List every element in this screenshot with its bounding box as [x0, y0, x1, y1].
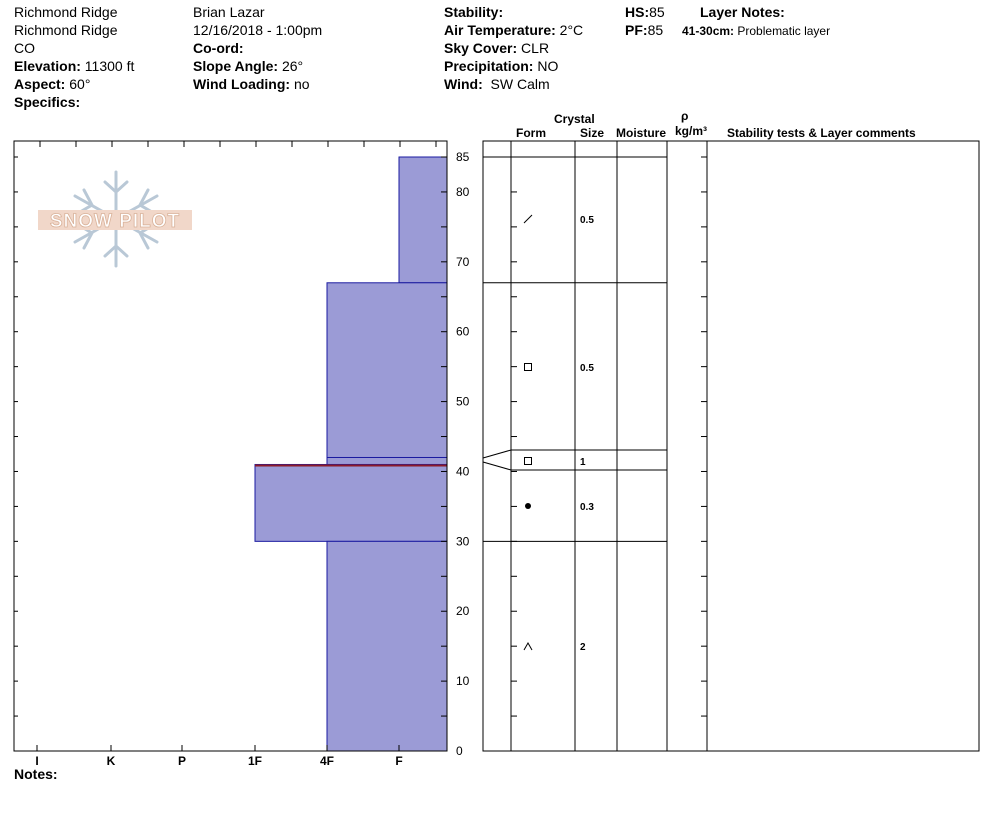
crystal-size-label: 1 — [580, 457, 586, 468]
location-name: Richmond Ridge — [14, 4, 118, 20]
slope-value: 26° — [281, 58, 304, 74]
slope-label: Slope Angle: — [193, 58, 279, 74]
pf-value: 85 — [647, 22, 664, 38]
hardness-tick-label: 1F — [248, 754, 262, 768]
hardness-layer-bar — [326, 540, 448, 752]
sky-label: Sky Cover: — [444, 40, 518, 56]
specifics-label: Specifics: — [14, 94, 81, 110]
elevation-label: Elevation: — [14, 58, 81, 74]
elevation: Elevation: 11300 ft — [14, 57, 134, 75]
rounded-grain-icon — [525, 503, 531, 509]
form-header: Form — [516, 126, 546, 140]
size-header: Size — [580, 126, 605, 140]
moisture-header: Moisture — [616, 126, 667, 140]
depth-tick-label: 40 — [456, 464, 470, 478]
logo-banner — [38, 210, 192, 230]
faceted-crystal-icon — [524, 457, 532, 465]
observation-datetime: 12/16/2018 - 1:00pm — [193, 22, 323, 38]
wind-value: SW Calm — [490, 76, 550, 92]
hardness-layer-bar — [326, 282, 448, 458]
hs-label: HS: — [625, 4, 650, 20]
air-temp-label: Air Temperature: — [444, 22, 556, 38]
hardness-tick-label: F — [395, 754, 402, 768]
depth-tick-label: 0 — [456, 744, 463, 758]
rho-header: ρ — [681, 109, 689, 123]
observer-name: Brian Lazar — [193, 4, 265, 20]
wind-loading: Wind Loading: no — [193, 75, 310, 93]
layer-notes-label: Layer Notes: — [700, 4, 785, 20]
layer-connector — [482, 449, 512, 459]
air-temp-value: 2°C — [559, 22, 584, 38]
wind-label: Wind: — [444, 76, 483, 92]
hardness-chart-frame — [13, 140, 448, 752]
crystal-size-label: 0.5 — [580, 215, 594, 226]
layer-note: 41-30cm: Problematic layer — [682, 22, 830, 40]
snow-height: HS:85 — [625, 3, 665, 21]
precip-value: NO — [537, 58, 559, 74]
slope-angle: Slope Angle: 26° — [193, 57, 303, 75]
aspect-label: Aspect: — [14, 76, 66, 92]
depth-tick-label: 50 — [456, 395, 470, 409]
precipitation-particles-icon — [523, 214, 533, 224]
precip-label: Precipitation: — [444, 58, 534, 74]
depth-tick-label: 30 — [456, 534, 470, 548]
hardness-tick-label: I — [35, 754, 38, 768]
depth-tick-label: 70 — [456, 255, 470, 269]
table-column-dividers — [510, 141, 708, 751]
hardness-tick-label: K — [107, 754, 116, 768]
crystal-size-label: 2 — [580, 642, 586, 653]
penetration-foot: PF:85 — [625, 21, 663, 39]
sky-cover: Sky Cover: CLR — [444, 39, 549, 57]
depth-tick-label: 80 — [456, 185, 470, 199]
state: CO — [14, 40, 35, 56]
depth-tick-label: 20 — [456, 604, 470, 618]
aspect-value: 60° — [69, 76, 91, 92]
coord-label: Co-ord: — [193, 40, 244, 56]
hardness-layer-bar — [398, 156, 448, 284]
hardness-tick-label: P — [178, 754, 186, 768]
layer-note-text: Problematic layer — [737, 24, 831, 38]
pf-label: PF: — [625, 22, 648, 38]
air-temperature: Air Temperature: 2°C — [444, 21, 583, 39]
hardness-layer-bar — [326, 456, 448, 465]
logo-text: SNOW PILOT — [50, 211, 180, 232]
profile-table-frame — [482, 140, 980, 752]
notes-label: Notes: — [14, 766, 58, 782]
stability-comments-header: Stability tests & Layer comments — [727, 126, 916, 140]
density-unit-header: kg/m³ — [675, 124, 708, 138]
crystal-size-label: 0.5 — [580, 363, 594, 374]
hardness-layer-bar — [254, 463, 448, 542]
wind-loading-value: no — [293, 76, 310, 92]
hs-value: 85 — [649, 4, 665, 20]
stability-label: Stability: — [444, 4, 504, 20]
crystal-header: Crystal — [554, 112, 595, 126]
layer-note-range: 41-30cm: — [682, 24, 735, 38]
wind-loading-label: Wind Loading: — [193, 76, 291, 92]
aspect: Aspect: 60° — [14, 75, 90, 93]
depth-tick-label: 10 — [456, 674, 470, 688]
depth-tick-label: 85 — [456, 150, 470, 164]
precipitation: Precipitation: NO — [444, 57, 558, 75]
crystal-size-label: 0.3 — [580, 502, 594, 513]
hardness-tick-label: 4F — [320, 754, 334, 768]
wind: Wind: SW Calm — [444, 75, 550, 93]
depth-hoar-icon — [523, 641, 533, 651]
sky-value: CLR — [521, 40, 550, 56]
depth-tick-label: 60 — [456, 325, 470, 339]
faceted-crystal-icon — [524, 363, 532, 371]
elevation-value: 11300 ft — [84, 58, 135, 74]
layer-connector — [482, 461, 512, 471]
site-name: Richmond Ridge — [14, 22, 118, 38]
